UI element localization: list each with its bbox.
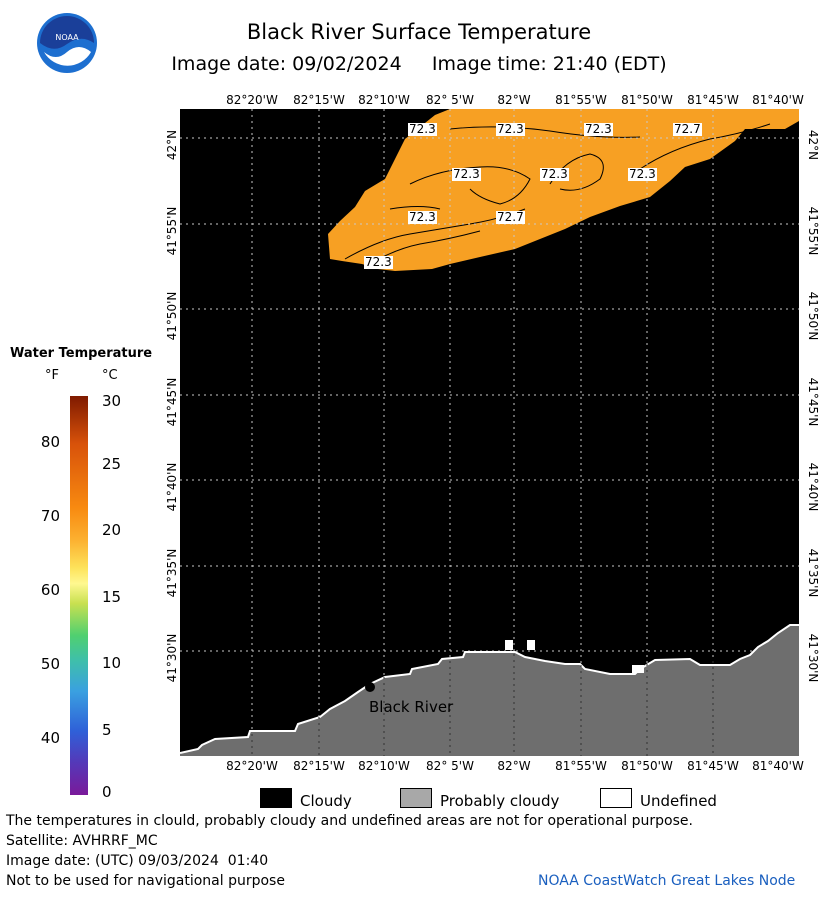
lat-label-left: 41°30'N	[165, 633, 179, 683]
unit-fahrenheit: °F	[45, 368, 59, 383]
lat-label-right: 41°45'N	[806, 377, 820, 427]
map-canvas	[179, 109, 799, 756]
graticule	[180, 109, 799, 756]
lon-label-top: 81°50'W	[621, 93, 673, 107]
lon-label-top: 81°55'W	[555, 93, 607, 107]
color-scale-bar	[70, 396, 88, 795]
contour-label: 72.7	[673, 122, 702, 136]
disclaimer: The temperatures in clould, probably clo…	[6, 813, 693, 829]
lon-label-bottom: 81°50'W	[621, 759, 673, 773]
noaa-logo: NOAA	[37, 13, 97, 73]
lon-label-bottom: 82°15'W	[293, 759, 345, 773]
lat-label-left: 41°55'N	[165, 206, 179, 256]
c-tick: 10	[102, 654, 122, 672]
lat-label-right: 41°30'N	[806, 633, 820, 683]
lat-label-left: 41°40'N	[165, 462, 179, 512]
lon-label-bottom: 81°45'W	[687, 759, 739, 773]
cloudy-label: Cloudy	[300, 792, 352, 810]
legend-title: Water Temperature	[10, 346, 153, 361]
c-tick: 20	[102, 521, 122, 539]
unit-celsius: °C	[102, 368, 118, 383]
lon-label-top: 81°45'W	[687, 93, 739, 107]
f-tick: 80	[40, 433, 60, 451]
f-tick: 60	[40, 581, 60, 599]
probably-cloudy-swatch	[400, 788, 432, 808]
utc-date: Image date: (UTC) 09/03/2024 01:40	[6, 853, 269, 869]
lat-label-right: 41°50'N	[806, 291, 820, 341]
contour-label: 72.3	[540, 167, 569, 181]
lon-label-top: 82°15'W	[293, 93, 345, 107]
contour-label: 72.7	[496, 210, 525, 224]
lat-label-right: 42°N	[806, 129, 820, 161]
lon-label-top: 82°20'W	[226, 93, 278, 107]
c-tick: 15	[102, 588, 122, 606]
satellite-info: Satellite: AVHRRF_MC	[6, 833, 158, 849]
image-datetime: Image date: 09/02/2024 Image time: 21:40…	[0, 53, 838, 75]
lat-label-left: 41°45'N	[165, 377, 179, 427]
c-tick: 25	[102, 455, 122, 473]
map-title: Black River Surface Temperature	[246, 20, 592, 44]
lon-label-bottom: 82°W	[497, 759, 531, 773]
lon-label-top: 82°W	[497, 93, 531, 107]
contour-label: 72.3	[628, 167, 657, 181]
f-tick: 50	[40, 655, 60, 673]
probably-cloudy-label: Probably cloudy	[440, 792, 560, 810]
c-tick: 5	[102, 721, 112, 739]
undefined-swatch	[600, 788, 632, 808]
contour-label: 72.3	[408, 210, 437, 224]
contour-lines	[344, 123, 771, 265]
lon-label-top: 81°40'W	[752, 93, 804, 107]
lat-label-right: 41°55'N	[806, 206, 820, 256]
lon-label-top: 82°10'W	[358, 93, 410, 107]
image-time: Image time: 21:40 (EDT)	[431, 53, 667, 75]
black-river-marker	[365, 682, 375, 692]
contour-label: 72.3	[496, 122, 525, 136]
c-tick: 30	[102, 392, 122, 410]
contour-label: 72.3	[584, 122, 613, 136]
contour-label: 72.3	[408, 122, 437, 136]
undefined-label: Undefined	[640, 792, 717, 810]
lat-label-left: 41°50'N	[165, 291, 179, 341]
land-area	[180, 625, 799, 756]
coastwatch-node: NOAA CoastWatch Great Lakes Node	[538, 873, 796, 889]
lat-label-right: 41°40'N	[806, 462, 820, 512]
cloudy-swatch	[260, 788, 292, 808]
lat-label-left: 41°35'N	[165, 548, 179, 598]
lon-label-bottom: 82° 5'W	[426, 759, 474, 773]
svg-text:NOAA: NOAA	[55, 33, 79, 42]
lon-label-bottom: 82°10'W	[358, 759, 410, 773]
place-label: Black River	[369, 698, 454, 716]
contour-label: 72.3	[364, 255, 393, 269]
lon-label-bottom: 81°55'W	[555, 759, 607, 773]
image-date: Image date: 09/02/2024	[171, 53, 402, 75]
lon-label-bottom: 81°40'W	[752, 759, 804, 773]
f-tick: 70	[40, 507, 60, 525]
c-tick: 0	[102, 783, 112, 801]
lon-label-top: 82° 5'W	[426, 93, 474, 107]
temperature-map: 72.3 72.3 72.3 72.7 72.3 72.3 72.3 72.3 …	[179, 109, 799, 756]
lon-label-bottom: 82°20'W	[226, 759, 278, 773]
nav-warning: Not to be used for navigational purpose	[6, 873, 285, 889]
f-tick: 40	[40, 729, 60, 747]
lat-label-left: 42°N	[165, 129, 179, 161]
contour-label: 72.3	[452, 167, 481, 181]
lat-label-right: 41°35'N	[806, 548, 820, 598]
